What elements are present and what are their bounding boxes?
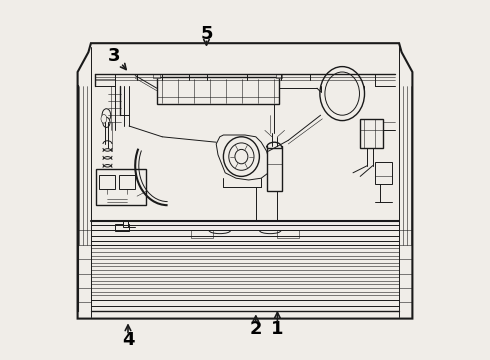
Bar bbox=[119, 175, 135, 189]
Text: 2: 2 bbox=[249, 320, 262, 338]
Bar bbox=[153, 74, 160, 78]
Text: 4: 4 bbox=[122, 331, 134, 349]
Bar bbox=[375, 162, 392, 184]
Ellipse shape bbox=[103, 117, 110, 127]
Bar bbox=[157, 77, 279, 104]
Bar bbox=[96, 169, 146, 205]
Ellipse shape bbox=[101, 114, 107, 123]
Bar bbox=[277, 230, 299, 238]
Ellipse shape bbox=[223, 137, 259, 176]
Ellipse shape bbox=[325, 72, 360, 115]
Ellipse shape bbox=[229, 143, 254, 170]
Polygon shape bbox=[77, 43, 413, 319]
Polygon shape bbox=[216, 135, 270, 180]
Bar bbox=[116, 224, 129, 231]
Bar bbox=[275, 74, 282, 78]
Bar bbox=[360, 119, 383, 148]
Ellipse shape bbox=[235, 149, 248, 164]
Bar bbox=[267, 148, 282, 191]
Bar bbox=[191, 230, 213, 238]
Ellipse shape bbox=[320, 67, 365, 121]
Text: 5: 5 bbox=[201, 25, 214, 43]
Text: 1: 1 bbox=[271, 320, 284, 338]
Ellipse shape bbox=[102, 109, 111, 122]
Bar bbox=[122, 220, 128, 227]
Bar bbox=[99, 175, 116, 189]
Text: 3: 3 bbox=[107, 47, 120, 65]
